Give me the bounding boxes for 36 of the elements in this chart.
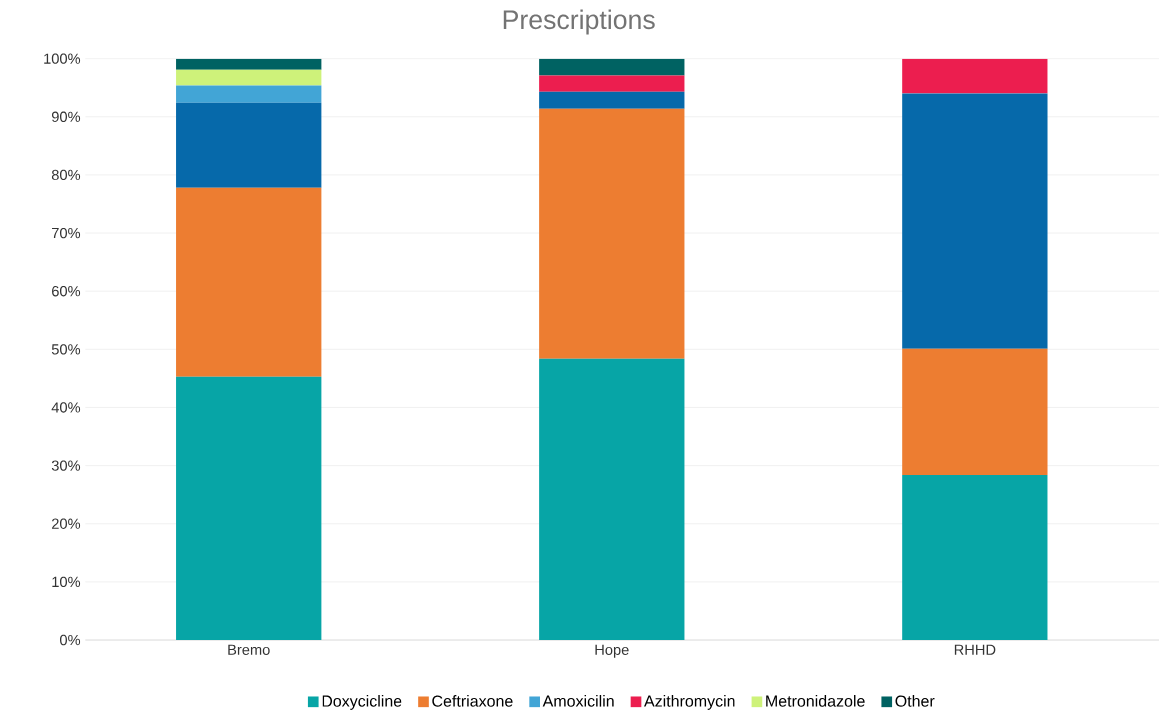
- bar: [176, 69, 322, 86]
- y-tick-label: 60%: [52, 286, 81, 297]
- bar: [539, 75, 685, 92]
- bar: [176, 376, 322, 640]
- legend-label: Amoxicilin: [542, 695, 614, 707]
- legend-label: Metronidazole: [766, 695, 865, 707]
- legend-label: Other: [895, 695, 935, 707]
- y-tick-label: 90%: [51, 111, 81, 122]
- y-tick-label: 100%: [44, 53, 81, 64]
- x-tick-label: RHHD: [954, 644, 996, 655]
- bar: [176, 85, 322, 103]
- x-tick-label: Hope: [595, 644, 629, 658]
- bar: [902, 474, 1048, 640]
- bar: [176, 102, 322, 188]
- bar: [539, 58, 685, 76]
- y-tick-label: 70%: [52, 227, 81, 239]
- bar: [902, 58, 1048, 94]
- chart-title: Prescriptions: [503, 9, 655, 35]
- legend-label: Doxycicline: [322, 695, 402, 710]
- bar: [539, 91, 685, 109]
- y-tick-label: 30%: [51, 460, 81, 471]
- y-tick-label: 40%: [51, 402, 81, 413]
- y-tick-label: 10%: [52, 576, 81, 588]
- bar: [539, 108, 685, 359]
- legend-label: Azithromycin: [644, 695, 735, 710]
- bar: [902, 348, 1048, 475]
- bar: [902, 93, 1048, 349]
- y-tick-label: 80%: [51, 169, 81, 181]
- bar: [539, 358, 685, 640]
- bar: [176, 187, 322, 377]
- bar: [176, 58, 322, 70]
- legend-label: Ceftriaxone: [432, 695, 513, 707]
- x-tick-label: Bremo: [228, 644, 270, 655]
- y-tick-label: 50%: [51, 344, 81, 355]
- y-tick-label: 0%: [59, 634, 81, 646]
- y-tick-label: 20%: [52, 518, 81, 529]
